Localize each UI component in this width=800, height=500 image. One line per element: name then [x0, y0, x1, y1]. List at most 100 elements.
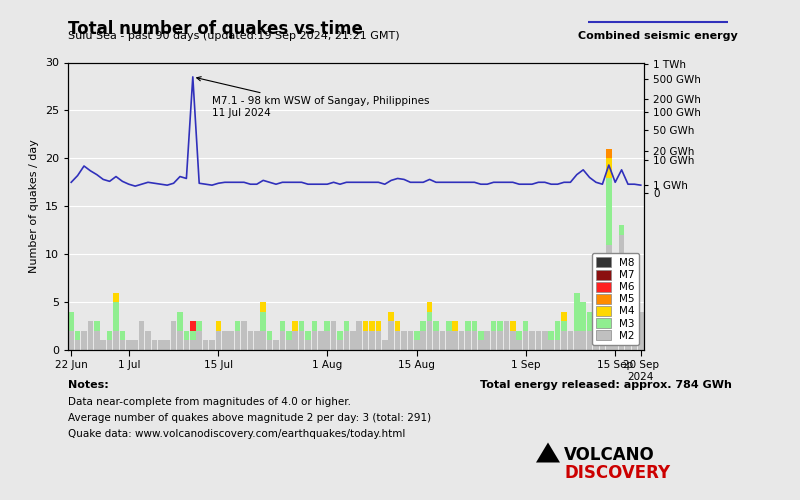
Bar — [414, 331, 419, 340]
Bar — [75, 331, 80, 340]
Bar — [363, 322, 368, 331]
Bar — [338, 340, 342, 350]
Bar — [587, 312, 592, 331]
Bar — [146, 331, 150, 350]
Text: Sulu Sea - past 90 days (updated:19 Sep 2024, 21:21 GMT): Sulu Sea - past 90 days (updated:19 Sep … — [68, 31, 400, 41]
Bar — [306, 340, 310, 350]
Bar — [184, 331, 189, 340]
Bar — [190, 331, 195, 340]
Bar — [466, 322, 470, 331]
Bar — [427, 312, 432, 322]
Bar — [178, 331, 182, 350]
Bar — [120, 340, 125, 350]
Bar — [261, 331, 266, 350]
Bar — [523, 322, 528, 331]
Bar — [293, 322, 298, 331]
Bar — [517, 331, 522, 340]
Bar — [555, 340, 560, 350]
Bar — [293, 331, 298, 350]
Bar — [299, 331, 304, 350]
Bar — [619, 226, 624, 235]
Bar — [286, 331, 291, 340]
Bar — [318, 331, 323, 350]
Bar — [517, 340, 522, 350]
Bar — [421, 322, 426, 331]
Bar — [280, 322, 285, 331]
Bar — [331, 322, 336, 350]
Bar — [267, 340, 272, 350]
Bar — [139, 322, 144, 350]
Bar — [190, 340, 195, 350]
Bar — [472, 331, 477, 350]
Bar — [587, 331, 592, 350]
Bar — [312, 322, 317, 331]
Bar — [498, 322, 502, 331]
Bar — [523, 331, 528, 350]
Bar — [261, 302, 266, 312]
Bar — [453, 331, 458, 350]
Bar — [126, 340, 131, 350]
Bar — [389, 322, 394, 350]
Bar — [606, 244, 611, 350]
Text: Average number of quakes above magnitude 2 per day: 3 (total: 291): Average number of quakes above magnitude… — [68, 413, 431, 423]
Bar — [536, 331, 541, 350]
Bar — [197, 331, 202, 350]
Bar — [530, 331, 534, 350]
Bar — [395, 322, 400, 331]
Bar — [568, 331, 573, 350]
Bar — [344, 331, 349, 350]
Bar — [440, 331, 445, 350]
Bar — [197, 322, 202, 331]
Bar — [203, 340, 208, 350]
Bar — [261, 312, 266, 331]
Text: DISCOVERY: DISCOVERY — [564, 464, 670, 482]
Bar — [549, 331, 554, 340]
Bar — [88, 322, 93, 350]
Bar — [478, 331, 483, 340]
Bar — [408, 331, 413, 350]
Bar — [229, 331, 234, 350]
Bar — [267, 331, 272, 340]
Bar — [82, 331, 86, 350]
Bar — [171, 322, 176, 350]
Bar — [472, 322, 477, 331]
Bar — [382, 340, 387, 350]
Bar — [549, 340, 554, 350]
Bar — [133, 340, 138, 350]
Text: VOLCANO: VOLCANO — [564, 446, 654, 464]
Bar — [370, 322, 374, 331]
Text: Notes:: Notes: — [68, 380, 109, 390]
Bar — [248, 331, 253, 350]
Bar — [427, 322, 432, 350]
Bar — [107, 331, 112, 340]
Bar — [594, 274, 598, 322]
Bar — [274, 340, 278, 350]
Bar — [222, 331, 227, 350]
Bar — [216, 331, 221, 350]
Bar — [338, 331, 342, 340]
Bar — [402, 331, 406, 350]
Bar — [158, 340, 163, 350]
Bar — [510, 331, 515, 350]
Bar — [350, 331, 355, 350]
Bar — [606, 158, 611, 178]
Bar — [114, 292, 118, 302]
Bar — [325, 331, 330, 350]
Bar — [280, 331, 285, 350]
Text: Quake data: www.volcanodiscovery.com/earthquakes/today.html: Quake data: www.volcanodiscovery.com/ear… — [68, 429, 406, 439]
Bar — [600, 331, 605, 350]
Bar — [562, 331, 566, 350]
Text: M7.1 - 98 km WSW of Sangay, Philippines
11 Jul 2024: M7.1 - 98 km WSW of Sangay, Philippines … — [197, 76, 430, 118]
Bar — [594, 264, 598, 274]
Bar — [299, 322, 304, 331]
Bar — [453, 322, 458, 331]
Bar — [389, 312, 394, 322]
Text: Combined seismic energy: Combined seismic energy — [578, 31, 738, 41]
Bar — [574, 292, 579, 331]
Bar — [69, 331, 74, 350]
Bar — [414, 340, 419, 350]
Bar — [210, 340, 214, 350]
Bar — [491, 322, 496, 331]
Bar — [75, 340, 80, 350]
Bar — [485, 331, 490, 350]
